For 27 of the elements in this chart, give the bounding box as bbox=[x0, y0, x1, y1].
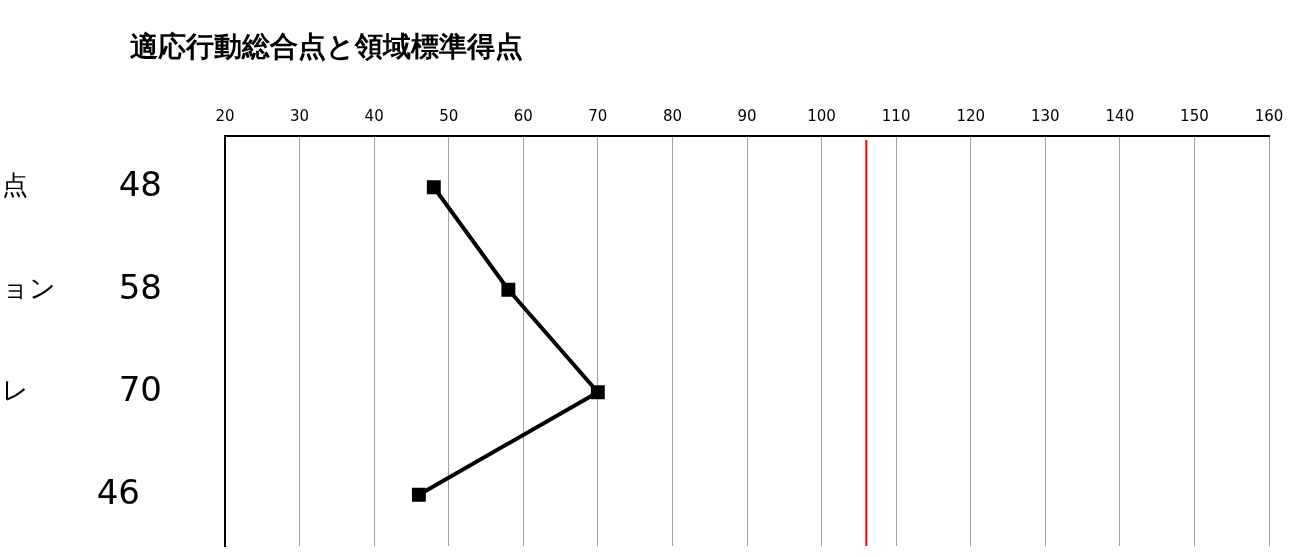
y-tick-label: ョン bbox=[2, 272, 56, 303]
x-tick-label: 40 bbox=[364, 106, 384, 125]
text: 70 bbox=[118, 369, 162, 410]
x-tick-label: 60 bbox=[513, 106, 533, 125]
y-tick-label: 点 bbox=[2, 170, 28, 200]
point bbox=[501, 282, 516, 297]
x-tick-label: 150 bbox=[1180, 106, 1209, 125]
x-tick-label: 80 bbox=[662, 106, 682, 125]
x-tick-label: 110 bbox=[881, 106, 911, 125]
point bbox=[426, 180, 441, 195]
x-tick-label: 90 bbox=[737, 106, 757, 125]
x-tick-label: 70 bbox=[588, 106, 608, 125]
x-tick-label: 30 bbox=[290, 106, 310, 125]
point bbox=[411, 487, 426, 502]
x-tick-label: 50 bbox=[439, 106, 459, 125]
text: 48 bbox=[118, 164, 162, 205]
point bbox=[590, 385, 605, 400]
y-tick-label: レ bbox=[2, 375, 29, 405]
x-tick-label: 20 bbox=[215, 106, 235, 125]
x-tick-label: 140 bbox=[1105, 106, 1135, 125]
chart-title: 適応行動総合点と領域標準得点 bbox=[130, 29, 523, 65]
x-tick-label: 100 bbox=[807, 106, 836, 125]
x-tick-label: 130 bbox=[1030, 106, 1060, 125]
text: 46 bbox=[96, 471, 140, 512]
x-tick-label: 120 bbox=[956, 106, 986, 125]
text: 58 bbox=[118, 266, 162, 307]
x-tick-label: 160 bbox=[1254, 106, 1284, 125]
